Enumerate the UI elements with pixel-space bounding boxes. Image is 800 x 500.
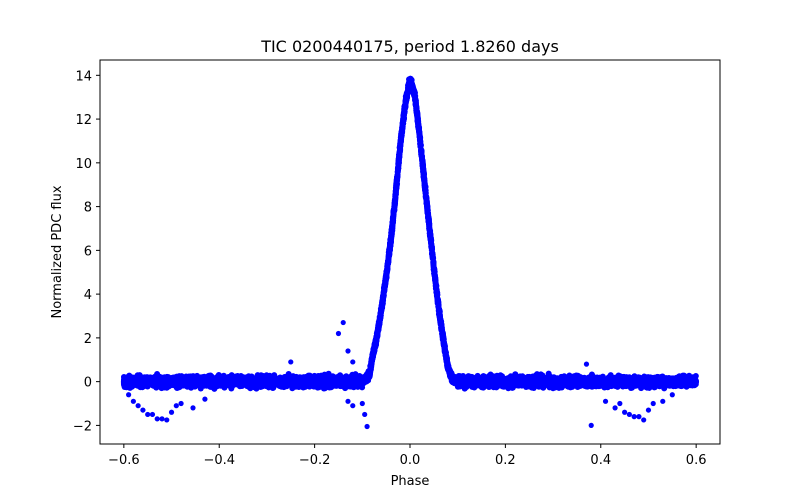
data-point	[182, 375, 189, 382]
data-point	[692, 373, 699, 380]
data-point	[480, 378, 487, 385]
data-point	[631, 382, 638, 389]
data-point	[136, 381, 143, 388]
data-point	[197, 385, 204, 392]
data-point	[179, 380, 186, 387]
data-point	[120, 374, 127, 381]
data-point	[523, 384, 530, 391]
data-point	[566, 372, 573, 379]
data-points	[120, 75, 700, 430]
data-point	[473, 375, 480, 382]
data-point	[624, 379, 631, 386]
data-point	[215, 372, 222, 379]
data-point	[136, 374, 143, 381]
data-point	[474, 381, 481, 388]
data-point	[578, 377, 585, 384]
